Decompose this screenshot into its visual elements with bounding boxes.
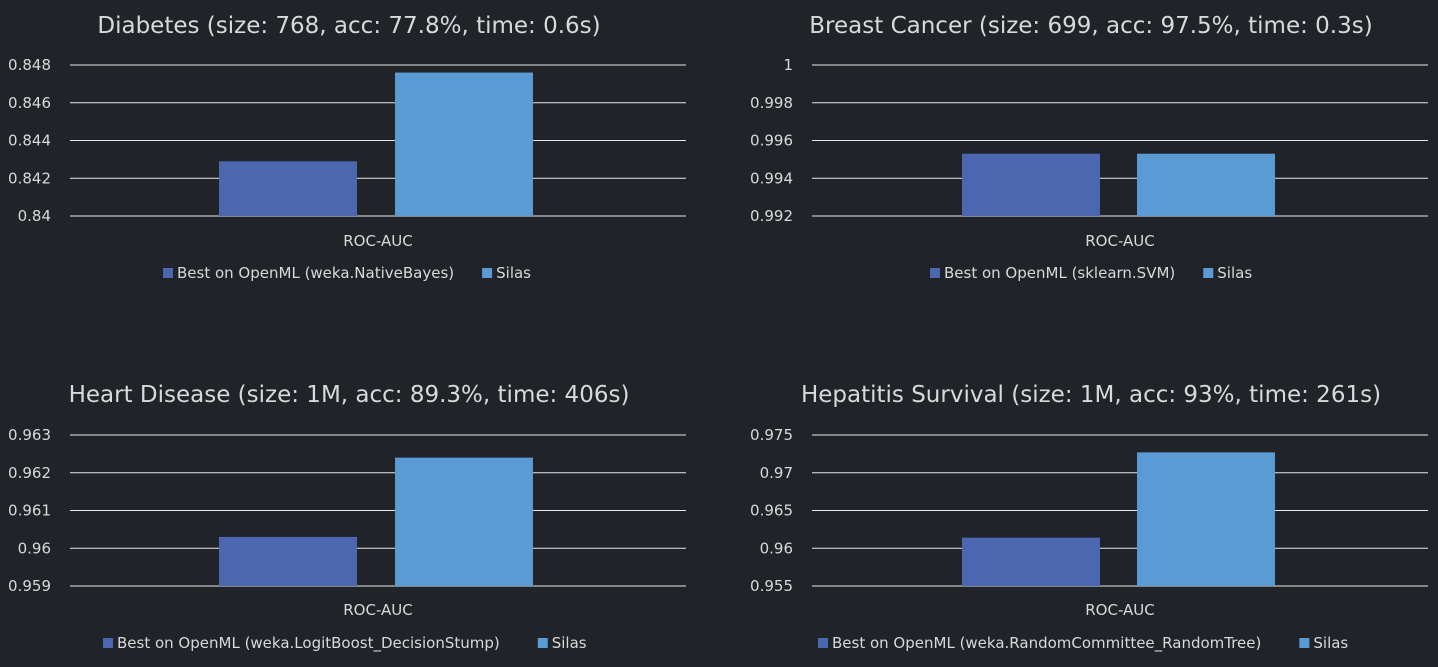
y-tick-label: 0.955 xyxy=(750,577,793,595)
y-tick-label: 0.846 xyxy=(8,94,51,112)
legend-swatch-1 xyxy=(818,638,828,648)
x-category-label: ROC-AUC xyxy=(343,601,413,619)
y-tick-label: 0.842 xyxy=(8,169,51,187)
y-tick-label: 0.84 xyxy=(18,207,51,225)
legend-swatch-2 xyxy=(537,638,548,648)
legend-swatch-1 xyxy=(163,268,173,278)
legend-swatch-2 xyxy=(1299,638,1310,648)
legend-swatch-2 xyxy=(1203,268,1214,278)
x-category-label: ROC-AUC xyxy=(1085,232,1155,250)
y-tick-label: 0.844 xyxy=(8,132,51,150)
bar-series-2 xyxy=(395,457,533,586)
y-tick-label: 0.97 xyxy=(760,464,793,482)
legend-swatch-1 xyxy=(103,638,113,648)
chart-panel-1: Diabetes (size: 768, acc: 77.8%, time: 0… xyxy=(8,13,686,282)
y-tick-label: 0.994 xyxy=(750,169,793,187)
y-tick-label: 0.998 xyxy=(750,94,793,112)
bar-series-2 xyxy=(1137,153,1275,216)
legend-label-1: Best on OpenML (sklearn.SVM) xyxy=(944,264,1175,282)
legend-label-2: Silas xyxy=(552,634,587,652)
legend-label-2: Silas xyxy=(1217,264,1252,282)
y-tick-label: 0.965 xyxy=(750,502,793,520)
y-tick-label: 0.996 xyxy=(750,132,793,150)
chart-title: Breast Cancer (size: 699, acc: 97.5%, ti… xyxy=(809,13,1372,39)
y-tick-label: 0.961 xyxy=(8,502,51,520)
x-category-label: ROC-AUC xyxy=(1085,601,1155,619)
chart-panel-2: Breast Cancer (size: 699, acc: 97.5%, ti… xyxy=(750,13,1428,282)
chart-panel-3: Heart Disease (size: 1M, acc: 89.3%, tim… xyxy=(8,382,686,653)
y-tick-label: 0.959 xyxy=(8,577,51,595)
chart-title: Hepatitis Survival (size: 1M, acc: 93%, … xyxy=(801,382,1381,408)
y-tick-label: 0.975 xyxy=(750,426,793,444)
bar-series-1 xyxy=(219,536,357,586)
legend-label-1: Best on OpenML (weka.RandomCommittee_Ran… xyxy=(832,634,1261,653)
y-tick-label: 0.848 xyxy=(8,56,51,74)
y-tick-label: 0.96 xyxy=(18,539,51,557)
bar-series-2 xyxy=(395,72,533,216)
bar-series-1 xyxy=(219,161,357,216)
y-tick-label: 0.992 xyxy=(750,207,793,225)
legend-swatch-2 xyxy=(482,268,493,278)
y-tick-label: 0.963 xyxy=(8,426,51,444)
y-tick-label: 0.96 xyxy=(760,539,793,557)
legend-label-2: Silas xyxy=(1313,634,1348,652)
bar-series-1 xyxy=(962,153,1100,216)
chart-title: Diabetes (size: 768, acc: 77.8%, time: 0… xyxy=(97,13,600,39)
legend-label-2: Silas xyxy=(496,264,531,282)
legend-label-1: Best on OpenML (weka.LogitBoost_Decision… xyxy=(117,634,500,653)
x-category-label: ROC-AUC xyxy=(343,232,413,250)
y-tick-label: 0.962 xyxy=(8,464,51,482)
y-tick-label: 1 xyxy=(783,56,793,74)
bar-series-2 xyxy=(1137,452,1275,586)
bar-series-1 xyxy=(962,537,1100,586)
legend-label-1: Best on OpenML (weka.NativeBayes) xyxy=(177,264,454,282)
chart-panel-4: Hepatitis Survival (size: 1M, acc: 93%, … xyxy=(750,382,1428,653)
legend-swatch-1 xyxy=(930,268,940,278)
chart-title: Heart Disease (size: 1M, acc: 89.3%, tim… xyxy=(69,382,630,408)
